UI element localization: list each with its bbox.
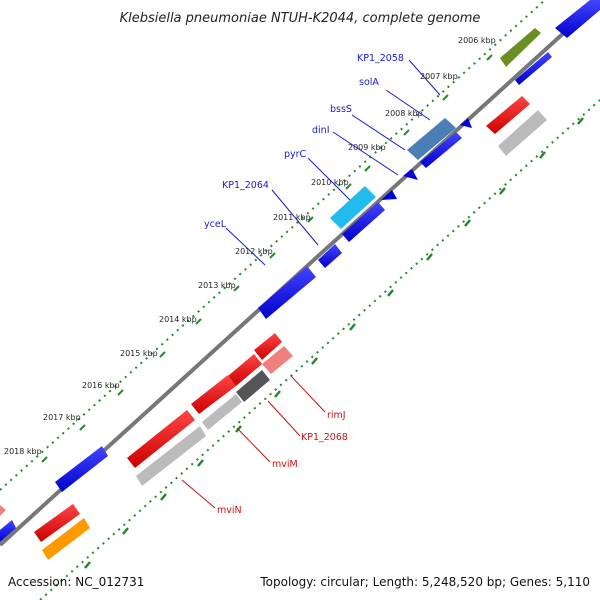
gene-label[interactable]: solA	[359, 77, 379, 88]
kbp-label: 2018 kbp	[4, 447, 42, 456]
cds-forward[interactable]	[342, 202, 385, 242]
cds-reverse[interactable]	[0, 505, 6, 516]
cds-forward[interactable]	[420, 132, 462, 168]
reverse-features	[0, 96, 547, 560]
gene-label[interactable]: pyrC	[284, 149, 307, 160]
cds-forward[interactable]	[381, 190, 397, 200]
cds-forward[interactable]	[515, 52, 552, 85]
cds-reverse[interactable]	[498, 110, 547, 156]
kbp-label: 2009 kbp	[348, 143, 386, 152]
cds-forward[interactable]	[0, 520, 16, 542]
gene-label[interactable]: yceL	[204, 219, 227, 230]
genome-summary-text: Topology: circular; Length: 5,248,520 bp…	[259, 575, 590, 589]
cds-reverse[interactable]	[136, 426, 206, 486]
cds-reverse[interactable]	[42, 518, 90, 560]
cds-reverse[interactable]	[127, 410, 195, 468]
cds-forward[interactable]	[258, 266, 316, 319]
kbp-label: 2012 kbp	[235, 247, 273, 256]
gene-labels-reverse: rimJ KP1_2068 mviM mviN	[217, 410, 348, 516]
leader-lines-forward	[225, 59, 441, 266]
cds-reverse[interactable]	[236, 370, 270, 402]
accession-text: Accession: NC_012731	[8, 575, 144, 589]
inner-ticks	[84, 117, 584, 569]
cds-reverse[interactable]	[191, 375, 236, 414]
map-title: Klebsiella pneumoniae NTUH-K2044, comple…	[120, 11, 481, 26]
gene-label[interactable]: KP1_2064	[222, 180, 269, 191]
kbp-label: 2015 kbp	[120, 349, 158, 358]
cds-reverse[interactable]	[486, 96, 530, 134]
cds-reverse[interactable]	[34, 504, 80, 542]
gene-label[interactable]: mviM	[272, 459, 298, 470]
outer-tick-track	[0, 0, 546, 491]
kbp-label: 2016 kbp	[82, 381, 120, 390]
cds-reverse[interactable]	[202, 394, 242, 430]
kbp-label: 2011 kbp	[273, 213, 311, 222]
gene-label[interactable]: KP1_2068	[301, 432, 348, 443]
kbp-label: 2006 kbp	[458, 36, 496, 45]
cds-forward[interactable]	[460, 118, 472, 128]
cds-forward[interactable]	[318, 244, 342, 268]
gene-label[interactable]: rimJ	[327, 410, 346, 421]
kbp-label: 2008 kbp	[385, 109, 423, 118]
kbp-label: 2010 kbp	[311, 178, 349, 187]
forward-features	[55, 0, 600, 492]
cds-forward[interactable]	[500, 28, 541, 67]
outer-ticks	[41, 54, 493, 463]
kbp-label: 2007 kbp	[420, 72, 458, 81]
cds-reverse[interactable]	[262, 346, 293, 374]
gene-label[interactable]: mviN	[217, 505, 242, 516]
kbp-label: 2017 kbp	[43, 413, 81, 422]
cds-forward[interactable]	[407, 118, 456, 160]
gene-labels-forward: KP1_2058 solA bssS dinI pyrC KP1_2064 yc…	[204, 53, 404, 230]
cds-reverse[interactable]	[254, 333, 282, 360]
gene-label[interactable]: bssS	[330, 104, 352, 115]
kbp-label: 2014 kbp	[159, 315, 197, 324]
leader-lines-reverse	[181, 375, 326, 509]
kbp-labels: 2006 kbp 2007 kbp 2008 kbp 2009 kbp 2010…	[4, 36, 496, 456]
cds-forward[interactable]	[55, 446, 108, 492]
cds-forward[interactable]	[330, 186, 376, 229]
cds-forward[interactable]	[555, 0, 600, 38]
gene-label[interactable]: dinI	[312, 125, 330, 136]
cds-reverse[interactable]	[228, 354, 262, 386]
cds-forward[interactable]	[403, 169, 418, 180]
kbp-label: 2013 kbp	[198, 281, 236, 290]
gene-label[interactable]: KP1_2058	[357, 53, 404, 64]
